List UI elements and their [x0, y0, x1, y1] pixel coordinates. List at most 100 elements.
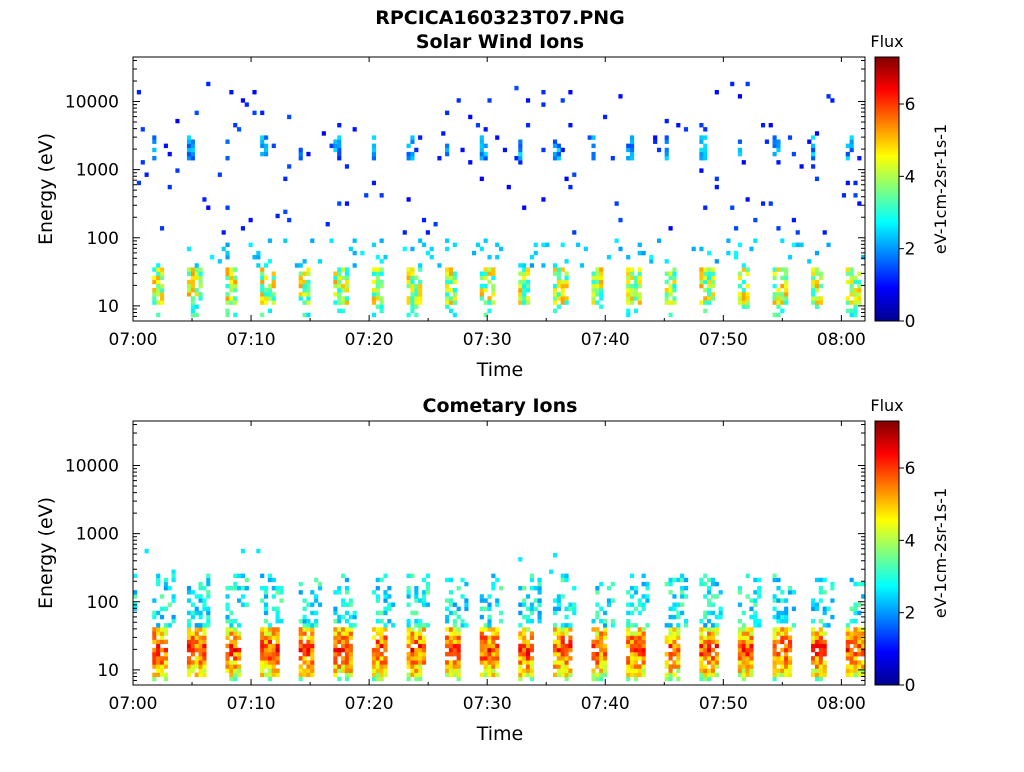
flux-cell: [375, 652, 380, 657]
flux-cell: [664, 279, 669, 285]
flux-cell: [260, 656, 265, 661]
flux-cell: [225, 656, 230, 661]
flux-cell: [271, 143, 276, 149]
flux-cell: [406, 573, 411, 579]
flux-cell: [233, 300, 238, 305]
flux-cell: [780, 627, 785, 632]
flux-cell: [156, 267, 161, 272]
flux-cell: [776, 226, 781, 231]
flux-cell: [383, 668, 388, 673]
flux-cell: [807, 259, 812, 264]
flux-cell: [167, 184, 172, 190]
y-tick-label: 10: [97, 297, 119, 317]
flux-cell: [410, 304, 415, 309]
flux-cell: [344, 668, 350, 673]
flux-cell: [818, 619, 823, 624]
flux-cell: [437, 156, 442, 161]
flux-cell: [556, 647, 561, 653]
flux-cell: [344, 639, 350, 645]
flux-cell: [410, 660, 415, 665]
flux-cell: [159, 226, 165, 231]
flux-cell: [776, 147, 781, 153]
flux-cell: [275, 586, 280, 591]
flux-cell: [206, 573, 211, 579]
flux-cell: [337, 267, 342, 272]
flux-cell: [402, 230, 407, 235]
flux-cell: [225, 619, 230, 624]
x-tick-label: 07:30: [463, 330, 512, 350]
flux-cell: [703, 614, 708, 620]
flux-cell: [772, 312, 777, 318]
flux-cell: [375, 668, 380, 673]
flux-cell: [479, 660, 484, 665]
flux-cell: [672, 577, 677, 583]
flux-cell: [560, 660, 565, 665]
flux-cell: [811, 668, 816, 673]
flux-cell: [487, 627, 492, 632]
flux-cell: [710, 581, 716, 587]
flux-cell: [595, 635, 600, 640]
flux-cell: [753, 623, 758, 628]
flux-cell: [525, 639, 531, 645]
flux-cell: [271, 664, 276, 669]
flux-cell: [475, 242, 481, 248]
flux-cell: [452, 672, 457, 678]
flux-cell: [483, 267, 488, 272]
flux-cell: [552, 300, 558, 305]
flux-cell: [256, 548, 261, 554]
flux-cell: [853, 275, 858, 281]
flux-cell: [787, 590, 793, 595]
flux-cell: [375, 610, 380, 616]
flux-cell: [237, 672, 242, 678]
flux-cell: [233, 586, 238, 591]
flux-cell: [244, 602, 249, 607]
flux-cell: [541, 197, 546, 202]
flux-cell: [437, 263, 442, 268]
flux-cell: [445, 267, 450, 272]
flux-cell: [522, 586, 527, 591]
flux-cell: [699, 123, 704, 128]
flux-cell: [298, 147, 303, 153]
flux-cell: [745, 304, 750, 309]
flux-cell: [811, 672, 816, 678]
flux-cell: [626, 267, 631, 272]
flux-cell: [718, 606, 723, 612]
flux-cell: [703, 151, 708, 157]
flux-cell: [298, 271, 303, 276]
flux-cell: [229, 586, 234, 591]
flux-cell: [452, 296, 457, 301]
flux-cell: [225, 614, 230, 620]
flux-cell: [310, 238, 315, 243]
flux-cell: [410, 672, 415, 678]
flux-cell: [159, 296, 165, 301]
flux-cell: [525, 296, 531, 301]
flux-cell: [518, 271, 523, 276]
flux-cell: [780, 308, 785, 314]
flux-cell: [780, 610, 785, 616]
flux-cell: [537, 614, 542, 620]
flux-cell: [814, 635, 820, 640]
flux-cell: [618, 246, 623, 252]
flux-cell: [629, 135, 635, 140]
x-tick-label: 07:10: [227, 330, 276, 350]
flux-cell: [202, 602, 207, 607]
flux-cell: [410, 631, 415, 636]
flux-cell: [333, 631, 338, 636]
flux-cell: [337, 283, 342, 289]
flux-cell: [741, 664, 746, 669]
flux-cell: [487, 594, 492, 599]
flux-cell: [221, 246, 226, 252]
flux-cell: [483, 623, 488, 628]
flux-cell: [375, 598, 380, 603]
flux-cell: [186, 660, 192, 665]
flux-cell: [857, 664, 862, 669]
flux-cell: [414, 668, 419, 673]
flux-cell: [260, 267, 265, 272]
flux-cell: [414, 619, 419, 624]
flux-cell: [603, 643, 608, 649]
flux-cell: [560, 668, 565, 673]
flux-cell: [853, 308, 858, 314]
flux-cell: [629, 643, 635, 649]
flux-cell: [263, 135, 269, 140]
flux-cell: [703, 296, 708, 301]
